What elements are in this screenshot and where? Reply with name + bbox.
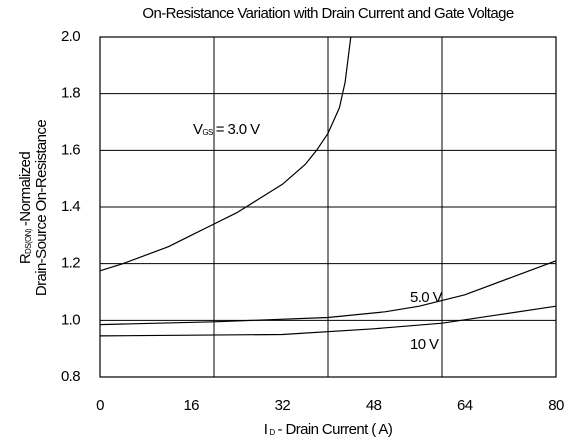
line-series — [99, 260, 557, 326]
x-tick-label: 80 — [548, 397, 564, 414]
x-tick-label: 64 — [457, 397, 473, 414]
y-label-symbol: R — [17, 253, 34, 264]
x-tick-label: 16 — [183, 397, 199, 414]
line-series — [99, 36, 352, 272]
series-label-name: 10 V — [410, 336, 439, 353]
series-label-symbol: V — [193, 121, 203, 138]
y-tick-label: 1.0 — [61, 311, 80, 328]
y-label-subscript: DS(ON) — [24, 228, 33, 254]
series-label: 10 V — [410, 336, 439, 353]
y-tick-label: 0.8 — [61, 368, 80, 385]
y-label-text: -Normalized — [17, 152, 34, 227]
x-tick-label: 48 — [366, 397, 382, 414]
x-label-text: - Drain Current ( A) — [278, 421, 393, 438]
series-label-subscript: GS — [202, 128, 213, 137]
x-label-subscript: D — [269, 428, 275, 437]
plot-frame — [99, 36, 557, 378]
x-tick-label: 32 — [275, 397, 291, 414]
series-label-name: 5.0 V — [410, 289, 443, 306]
y-tick-label: 1.8 — [61, 85, 80, 102]
series-label-name: = 3.0 V — [216, 121, 260, 138]
series-label: VGS = 3.0 V — [193, 121, 260, 138]
series-label: 5.0 V — [410, 289, 443, 306]
y-tick-label: 1.2 — [61, 255, 80, 272]
y-tick-label: 1.6 — [61, 141, 80, 158]
y-tick-label: 1.4 — [61, 198, 80, 215]
y-axis-label-line2: Drain-Source On-Resistance — [33, 120, 50, 296]
y-axis-label: RDS(ON)-Normalized — [17, 152, 34, 265]
y-tick-label: 2.0 — [61, 28, 80, 45]
x-tick-label: 0 — [96, 397, 104, 414]
x-label-symbol: I — [264, 421, 268, 438]
chart-title: On-Resistance Variation with Drain Curre… — [142, 5, 513, 22]
line-series — [99, 305, 557, 337]
y-axis-label-group: RDS(ON)-Normalized Drain-Source On-Resist… — [17, 120, 50, 296]
